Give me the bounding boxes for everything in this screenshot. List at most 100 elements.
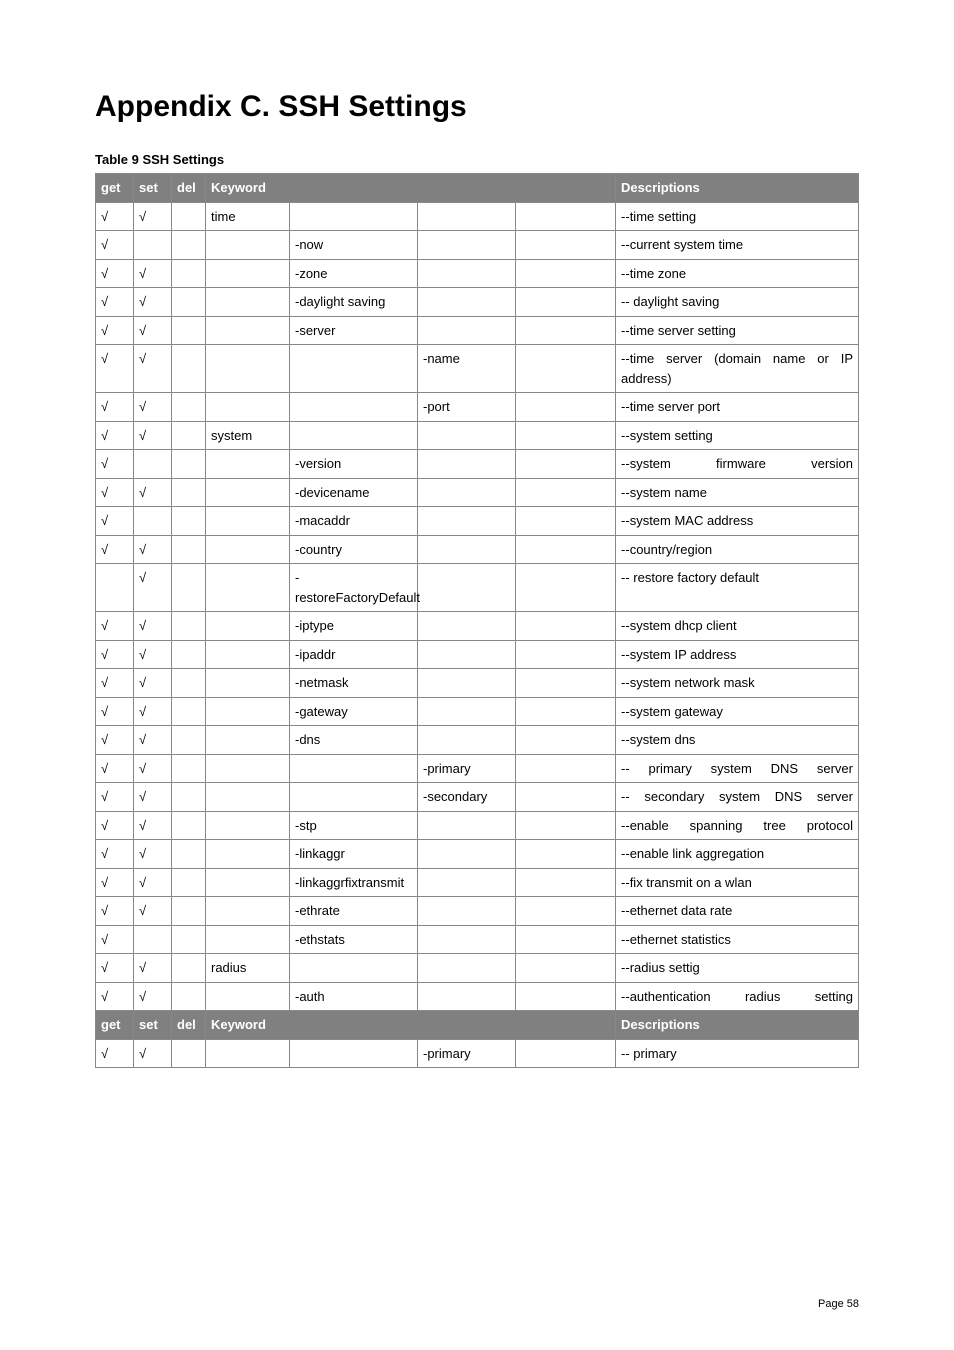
cell-keyword-l3 <box>418 288 516 317</box>
table-row: √√-auth--authentication radius setting <box>96 982 859 1011</box>
col-desc: Descriptions <box>616 174 859 203</box>
col-get: get <box>96 174 134 203</box>
cell-keyword-l1 <box>206 259 290 288</box>
cell-keyword-l4 <box>516 535 616 564</box>
cell-keyword-l4 <box>516 316 616 345</box>
cell-get: √ <box>96 868 134 897</box>
cell-del <box>172 954 206 983</box>
cell-set: √ <box>134 202 172 231</box>
cell-desc: --system dhcp client <box>616 612 859 641</box>
cell-keyword-l2: -iptype <box>290 612 418 641</box>
cell-get: √ <box>96 1039 134 1068</box>
cell-set <box>134 925 172 954</box>
cell-get: √ <box>96 897 134 926</box>
cell-keyword-l2 <box>290 754 418 783</box>
table-row: √√-ipaddr--system IP address <box>96 640 859 669</box>
cell-keyword-l3 <box>418 202 516 231</box>
table-row: √√-linkaggrfixtransmit--fix transmit on … <box>96 868 859 897</box>
cell-desc: --time server port <box>616 393 859 422</box>
cell-keyword-l2: -server <box>290 316 418 345</box>
cell-set: √ <box>134 259 172 288</box>
cell-keyword-l1 <box>206 535 290 564</box>
cell-keyword-l4 <box>516 564 616 612</box>
cell-desc: --system setting <box>616 421 859 450</box>
table-row: √√-server--time server setting <box>96 316 859 345</box>
cell-keyword-l2 <box>290 393 418 422</box>
cell-keyword-l3 <box>418 726 516 755</box>
cell-del <box>172 202 206 231</box>
cell-keyword-l1 <box>206 726 290 755</box>
cell-desc: --ethernet statistics <box>616 925 859 954</box>
cell-desc: --time setting <box>616 202 859 231</box>
cell-keyword-l1 <box>206 897 290 926</box>
table-row: √√-netmask--system network mask <box>96 669 859 698</box>
cell-keyword-l3 <box>418 231 516 260</box>
cell-keyword-l4 <box>516 840 616 869</box>
cell-keyword-l4 <box>516 897 616 926</box>
cell-keyword-l3 <box>418 640 516 669</box>
col-desc: Descriptions <box>616 1011 859 1040</box>
cell-keyword-l4 <box>516 259 616 288</box>
table-header-row: getsetdelKeywordDescriptions <box>96 1011 859 1040</box>
cell-keyword-l1 <box>206 754 290 783</box>
cell-keyword-l4 <box>516 982 616 1011</box>
table-row: √√radius--radius settig <box>96 954 859 983</box>
cell-del <box>172 754 206 783</box>
cell-set: √ <box>134 316 172 345</box>
cell-set: √ <box>134 840 172 869</box>
cell-desc: --enable link aggregation <box>616 840 859 869</box>
cell-desc: --time server (domain name or IP address… <box>616 345 859 393</box>
cell-del <box>172 507 206 536</box>
cell-del <box>172 316 206 345</box>
cell-del <box>172 564 206 612</box>
cell-keyword-l2: -linkaggr <box>290 840 418 869</box>
cell-del <box>172 231 206 260</box>
cell-get: √ <box>96 393 134 422</box>
cell-get: √ <box>96 811 134 840</box>
cell-keyword-l1 <box>206 345 290 393</box>
cell-get: √ <box>96 754 134 783</box>
cell-desc: --system network mask <box>616 669 859 698</box>
cell-del <box>172 259 206 288</box>
cell-keyword-l2: -ethrate <box>290 897 418 926</box>
table-row: √√-daylight saving-- daylight saving <box>96 288 859 317</box>
table-row: √√-secondary-- secondary system DNS serv… <box>96 783 859 812</box>
cell-keyword-l2 <box>290 954 418 983</box>
cell-keyword-l1: radius <box>206 954 290 983</box>
col-set: set <box>134 174 172 203</box>
cell-del <box>172 726 206 755</box>
cell-keyword-l2: -macaddr <box>290 507 418 536</box>
cell-del <box>172 925 206 954</box>
cell-keyword-l3 <box>418 259 516 288</box>
cell-keyword-l3 <box>418 612 516 641</box>
cell-keyword-l1 <box>206 783 290 812</box>
cell-desc: --system name <box>616 478 859 507</box>
cell-del <box>172 783 206 812</box>
cell-keyword-l2: -stp <box>290 811 418 840</box>
cell-keyword-l2: -netmask <box>290 669 418 698</box>
cell-keyword-l3 <box>418 564 516 612</box>
cell-set <box>134 450 172 479</box>
col-get: get <box>96 1011 134 1040</box>
cell-del <box>172 897 206 926</box>
cell-set: √ <box>134 288 172 317</box>
cell-set: √ <box>134 345 172 393</box>
table-row: √√-country--country/region <box>96 535 859 564</box>
cell-desc: -- secondary system DNS server <box>616 783 859 812</box>
cell-keyword-l1 <box>206 507 290 536</box>
cell-keyword-l2: -zone <box>290 259 418 288</box>
cell-keyword-l1 <box>206 393 290 422</box>
cell-keyword-l1 <box>206 640 290 669</box>
cell-keyword-l1: time <box>206 202 290 231</box>
cell-keyword-l4 <box>516 726 616 755</box>
cell-get <box>96 564 134 612</box>
cell-keyword-l1 <box>206 697 290 726</box>
cell-del <box>172 345 206 393</box>
cell-keyword-l3 <box>418 697 516 726</box>
cell-desc: --current system time <box>616 231 859 260</box>
cell-desc: --enable spanning tree protocol <box>616 811 859 840</box>
cell-keyword-l1 <box>206 1039 290 1068</box>
cell-set: √ <box>134 640 172 669</box>
table-header-row: getsetdelKeywordDescriptions <box>96 174 859 203</box>
cell-get: √ <box>96 450 134 479</box>
